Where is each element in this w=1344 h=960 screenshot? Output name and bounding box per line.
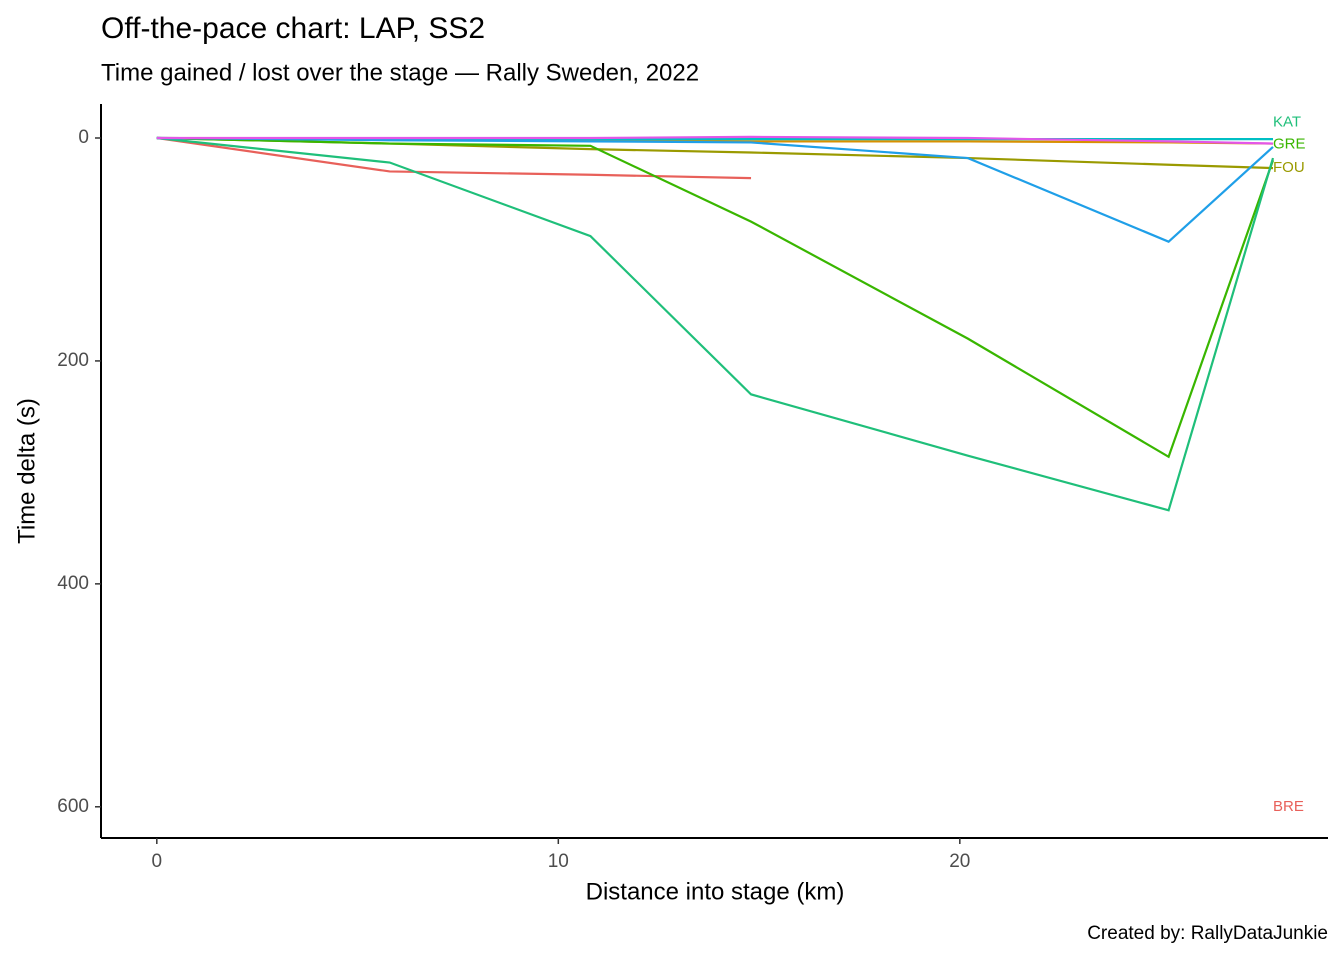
series-line (156, 136, 1274, 243)
chart-subtitle: Time gained / lost over the stage — Rall… (101, 59, 699, 86)
series-line (156, 136, 1275, 512)
x-tick-label: 10 (548, 851, 569, 872)
y-axis-label: Time delta (s) (13, 398, 40, 544)
series-line (156, 136, 1275, 459)
x-tick-label: 0 (152, 851, 163, 872)
chart-title: Off-the-pace chart: LAP, SS2 (101, 12, 485, 45)
caption: Created by: RallyDataJunkie (1087, 923, 1328, 944)
y-tick-label: 0 (78, 127, 89, 148)
end-label: KAT (1273, 113, 1301, 130)
series-line (156, 136, 752, 180)
end-label: REU (1273, 91, 1305, 108)
y-tick-label: 400 (57, 573, 89, 594)
y-tick-label: 200 (57, 350, 89, 371)
series-line (156, 135, 1274, 145)
plot-area: REU KAT GRE FOU BRE (156, 91, 1306, 815)
x-tick-label: 20 (949, 851, 970, 872)
y-tick-label: 600 (57, 796, 89, 817)
x-axis-label: Distance into stage (km) (586, 878, 845, 905)
series-line (156, 136, 1273, 141)
end-label: FOU (1273, 159, 1305, 176)
end-label: BRE (1273, 798, 1304, 815)
end-label: GRE (1273, 136, 1306, 153)
